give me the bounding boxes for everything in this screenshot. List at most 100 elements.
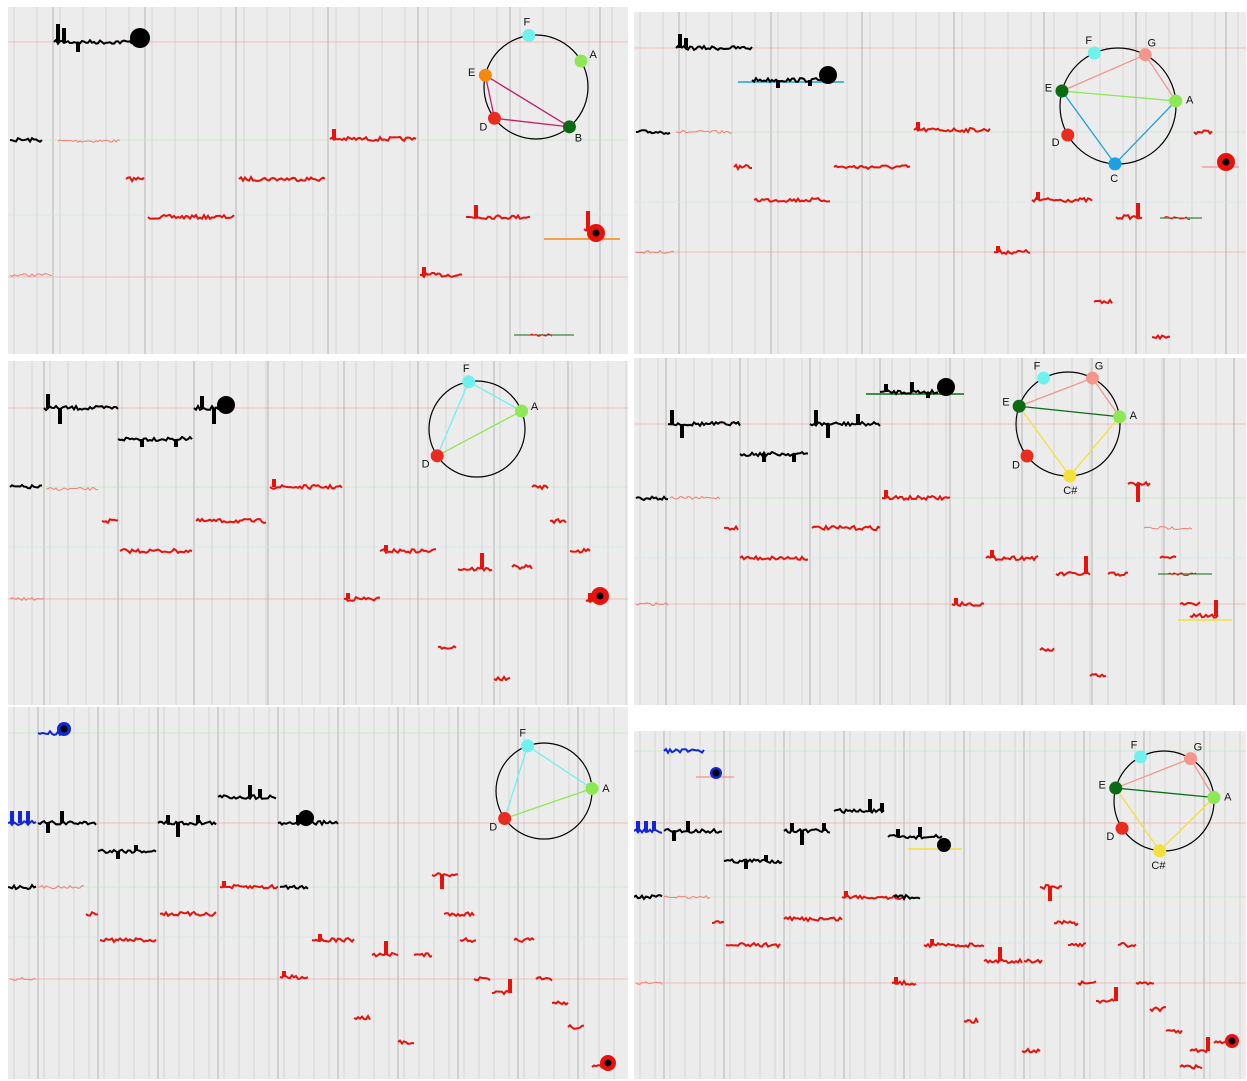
pitch-spike	[588, 593, 592, 601]
pitch-segment	[635, 249, 675, 255]
interval-edge	[1069, 416, 1120, 477]
playhead-cursor-dot	[592, 229, 600, 237]
note-dot[interactable]	[498, 812, 512, 826]
pitch-segment	[195, 517, 267, 525]
pitch-segment	[419, 271, 463, 279]
pitch-spike	[76, 42, 80, 52]
pitch-segment	[963, 1016, 979, 1024]
pitch-segment	[1143, 526, 1193, 530]
pitch-segment	[723, 524, 739, 531]
note-dot[interactable]	[1109, 781, 1123, 795]
pitch-spike	[918, 827, 922, 837]
pitch-spike	[474, 205, 478, 217]
pitch-spike	[916, 122, 920, 130]
pitch-spike	[1036, 192, 1040, 200]
playhead-cursor	[819, 66, 837, 84]
pitch-spike	[1214, 600, 1218, 616]
note-dot[interactable]	[1061, 128, 1075, 142]
playhead-cursor-dot	[712, 769, 720, 777]
note-dot[interactable]	[1020, 449, 1034, 463]
playhead-cursor	[937, 378, 955, 396]
note-dot[interactable]	[515, 404, 529, 418]
pitch-spike	[46, 823, 50, 833]
note-circle: F G A C D E	[1045, 35, 1194, 185]
pitch-segment	[466, 213, 531, 221]
interval-edge	[436, 410, 522, 457]
interval-edge	[1018, 405, 1071, 477]
note-label: G	[1148, 37, 1157, 49]
note-dot[interactable]	[1112, 410, 1126, 424]
pitch-segment	[951, 600, 985, 607]
pitch-segment	[1189, 612, 1219, 619]
pitch-segment	[1149, 1006, 1167, 1013]
panel-2-canvas: F G A C D E	[634, 12, 1246, 354]
note-dot[interactable]	[1037, 371, 1051, 385]
note-dot[interactable]	[1134, 750, 1148, 764]
note-dot[interactable]	[1063, 469, 1077, 483]
note-dot[interactable]	[1085, 371, 1099, 385]
pitch-segment	[783, 915, 843, 923]
note-dot[interactable]	[1207, 791, 1221, 805]
pitch-segment	[125, 176, 145, 183]
note-dot[interactable]	[1087, 46, 1101, 60]
pitch-spike	[896, 829, 900, 837]
pitch-segment	[711, 920, 725, 924]
note-dot[interactable]	[1169, 94, 1183, 108]
note-label: D	[422, 459, 430, 471]
pitch-segment	[147, 213, 235, 221]
note-label: D	[489, 822, 497, 834]
note-dot[interactable]	[1108, 157, 1122, 171]
note-label: A	[602, 783, 610, 795]
pitch-segment	[45, 486, 99, 492]
pitch-segment	[513, 937, 535, 944]
pitch-spike	[346, 593, 350, 599]
panel-4[interactable]: F G A C# D E	[634, 358, 1246, 705]
note-dot[interactable]	[1153, 844, 1167, 858]
pitch-segment	[1031, 196, 1093, 204]
note-label: C#	[1151, 860, 1166, 872]
pitch-segment	[511, 563, 533, 571]
pitch-segment	[493, 675, 511, 682]
pitch-segment	[1023, 958, 1043, 965]
panel-3[interactable]: F A D	[8, 361, 628, 705]
note-dot[interactable]	[430, 449, 444, 463]
pitch-spike	[856, 414, 860, 424]
pitch-segment	[983, 957, 1023, 964]
panel-1[interactable]: F A B D E	[8, 7, 628, 354]
panel-6[interactable]: F G A C# D E	[634, 731, 1246, 1079]
pitch-spike	[296, 815, 300, 823]
pitch-spike	[800, 831, 804, 845]
pitch-segment	[893, 893, 921, 901]
pitch-spike	[998, 947, 1002, 961]
panel-2[interactable]: F G A C D E	[634, 12, 1246, 354]
note-label: D	[1052, 137, 1060, 149]
pitch-spike	[56, 24, 60, 42]
pitch-spike	[248, 785, 252, 797]
panel-5-canvas: F A D	[8, 707, 628, 1079]
note-dot[interactable]	[1055, 84, 1069, 98]
note-dot[interactable]	[1183, 752, 1197, 766]
note-dot[interactable]	[487, 111, 501, 125]
panel-5[interactable]: F A D	[8, 707, 628, 1079]
pitch-spike	[954, 598, 958, 604]
playhead-cursor-dot	[60, 725, 68, 733]
note-dot[interactable]	[462, 375, 476, 389]
note-label: F	[519, 728, 526, 740]
note-dot[interactable]	[1115, 821, 1129, 835]
note-label: G	[1095, 361, 1104, 373]
note-dot[interactable]	[562, 120, 576, 134]
note-dot[interactable]	[1138, 48, 1152, 62]
note-dot[interactable]	[478, 68, 492, 82]
note-dot[interactable]	[522, 29, 536, 43]
note-dot[interactable]	[574, 54, 588, 68]
interval-edge	[484, 75, 496, 119]
note-label: D	[1012, 460, 1020, 472]
pitch-spike	[808, 80, 812, 86]
pitch-spike	[258, 789, 262, 797]
note-dot[interactable]	[585, 781, 599, 795]
note-dot[interactable]	[521, 739, 535, 753]
pitch-segment	[1107, 571, 1129, 577]
pitch-spike	[440, 875, 444, 889]
note-dot[interactable]	[1012, 399, 1026, 413]
pitch-segment	[117, 435, 193, 443]
